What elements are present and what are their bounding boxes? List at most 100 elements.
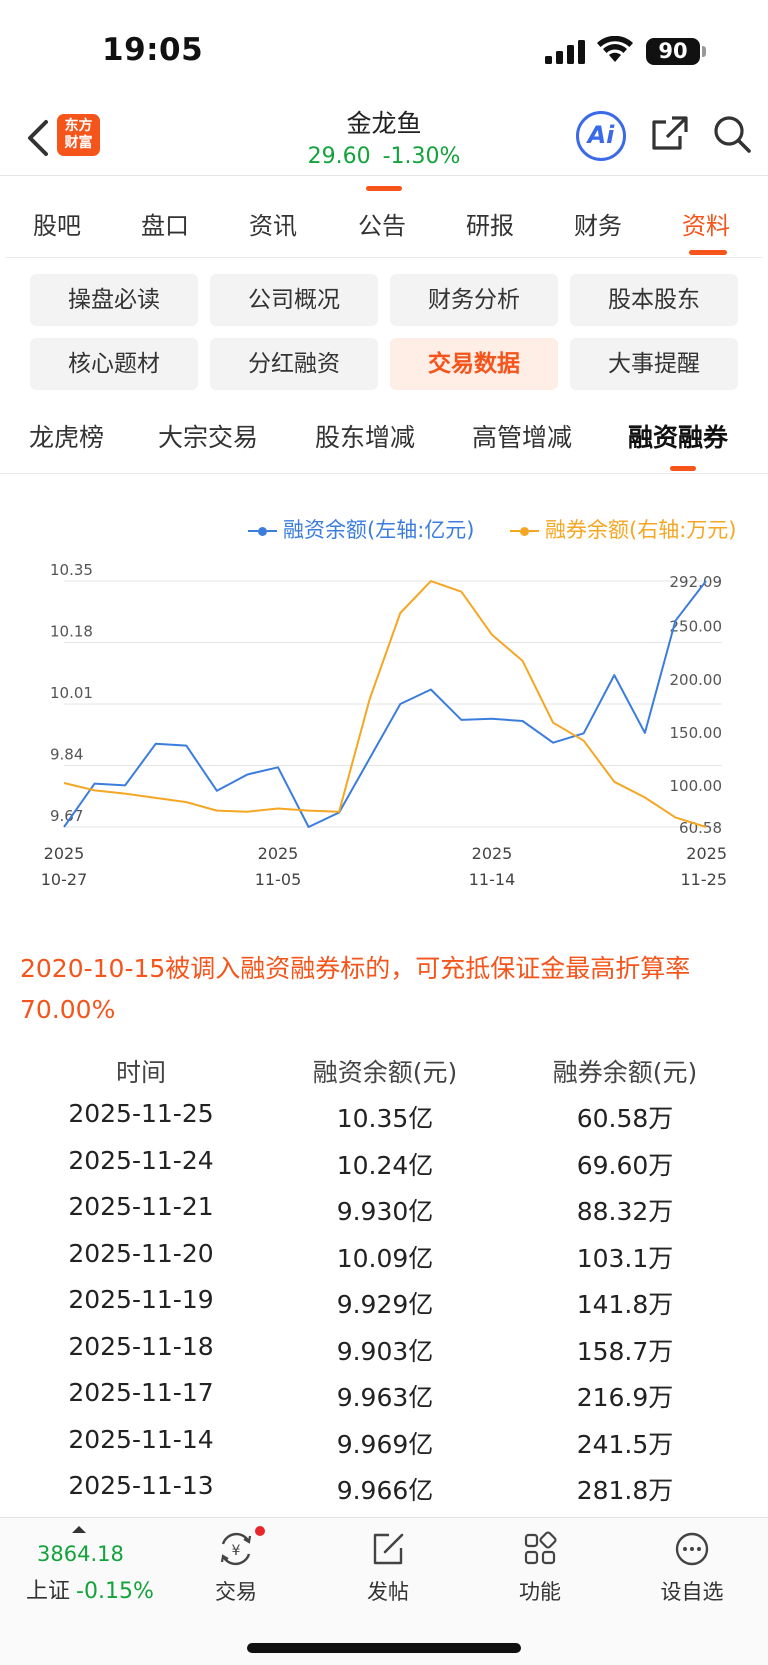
nav-indicator [366,186,402,191]
bottom-post-button[interactable]: 发帖 [343,1530,433,1606]
table-row[interactable]: 2025-11-24 10.24亿 69.60万 [0,1146,768,1192]
trade-yen-icon: ¥ [220,1532,252,1566]
right-axis-tick-label: 60.58 [679,819,722,837]
app-logo: 东方 财富 [57,114,100,156]
table-row[interactable]: 2025-11-19 9.929亿 141.8万 [0,1285,768,1331]
btn-core-themes[interactable]: 核心题材 [30,338,198,390]
subtab-divider [0,473,768,474]
subtab-indicator [670,466,696,471]
row-date: 2025-11-24 [68,1145,214,1175]
subtab-shareholder-changes[interactable]: 股东增减 [315,423,416,452]
row-lending-balance: 216.9万 [576,1383,674,1412]
btn-dividend-financing[interactable]: 分红融资 [210,338,378,390]
tab-pankou[interactable]: 盘口 [141,212,189,240]
tab-announcements[interactable]: 公告 [358,212,406,240]
bottom-trade-button[interactable]: ¥ 交易 [191,1530,281,1606]
x-tick-date: 11-05 [255,870,302,889]
caret-up-icon[interactable] [72,1526,86,1533]
x-tick-year: 2025 [686,844,727,863]
battery-indicator: 90 [646,38,700,65]
row-date: 2025-11-21 [68,1192,214,1221]
row-date: 2025-11-25 [68,1099,214,1128]
row-financing-balance: 9.929亿 [336,1290,434,1319]
row-date: 2025-11-18 [68,1331,214,1361]
btn-trading-must-read[interactable]: 操盘必读 [30,274,198,326]
x-tick-date: 11-14 [469,870,516,889]
table-row[interactable]: 2025-11-13 9.966亿 281.8万 [0,1471,768,1517]
series-line-financing [63,580,707,828]
share-icon[interactable] [650,114,690,154]
subtab-block-trades[interactable]: 大宗交易 [158,423,259,452]
right-axis-tick-label: 250.00 [670,618,723,636]
btn-event-reminders[interactable]: 大事提醒 [570,338,738,390]
btn-company-overview[interactable]: 公司概况 [210,274,378,326]
bottom-watchlist-button[interactable]: 设自选 [647,1530,737,1606]
search-icon[interactable] [712,114,752,154]
bottom-bar: 3864.18 上证 -0.15% ¥ 交易 发帖 功能 [0,1517,768,1665]
table-row[interactable]: 2025-11-18 9.903亿 158.7万 [0,1332,768,1378]
index-value[interactable]: 3864.18 [37,1542,124,1566]
x-tick-year: 2025 [472,844,513,863]
legend-securities-lending: 融券余额(右轴:万元) [510,514,736,544]
logo-line2: 财富 [64,135,93,151]
main-tab-indicator [689,250,727,255]
tab-guba[interactable]: 股吧 [33,212,81,240]
index-name: 上证 [26,1579,71,1604]
cellular-signal-icon [545,40,585,64]
header-lending-balance: 融券余额(元) [552,1058,698,1087]
index-ticker[interactable]: 上证 -0.15% [26,1573,154,1605]
row-financing-balance: 9.969亿 [336,1429,434,1459]
row-financing-balance: 9.966亿 [336,1476,434,1505]
notification-dot [255,1526,265,1536]
btn-trading-data[interactable]: 交易数据 [390,338,558,390]
row-lending-balance: 141.8万 [576,1290,674,1319]
table-row[interactable]: 2025-11-17 9.963亿 216.9万 [0,1378,768,1424]
subtab-executive-changes[interactable]: 高管增减 [472,423,573,452]
table-row[interactable]: 2025-11-21 9.930亿 88.32万 [0,1192,768,1238]
stock-change: -1.30% [382,144,461,169]
tab-research[interactable]: 研报 [466,212,514,240]
table-row[interactable]: 2025-11-20 10.09亿 103.1万 [0,1239,768,1285]
row-financing-balance: 9.903亿 [336,1336,434,1366]
ai-assistant-button[interactable]: Ai [576,111,626,161]
status-bar: 19:05 90 [0,0,768,100]
row-lending-balance: 60.58万 [576,1104,674,1133]
row-date: 2025-11-20 [68,1238,214,1268]
margin-balance-chart: 10.3510.1810.019.849.67292.09250.00200.0… [41,561,727,889]
left-axis-tick-label: 9.84 [50,746,83,764]
logo-line1: 东方 [64,118,93,134]
legend-financing: 融资余额(左轴:亿元) [248,514,474,544]
subtab-dragon-tiger[interactable]: 龙虎榜 [29,423,105,452]
left-axis-tick-label: 10.18 [50,623,93,641]
header-financing-balance: 融资余额(元) [312,1058,458,1087]
subtab-margin-trading[interactable]: 融资融券 [628,423,729,452]
right-axis-tick-label: 100.00 [670,777,723,795]
bottom-watchlist-label: 设自选 [660,1580,724,1604]
x-tick-year: 2025 [258,844,299,863]
left-axis-tick-label: 10.01 [50,684,93,702]
btn-financial-analysis[interactable]: 财务分析 [390,274,558,326]
right-axis-tick-label: 200.00 [670,671,723,689]
bottom-functions-button[interactable]: 功能 [495,1530,585,1606]
right-axis-tick-label: 292.09 [670,573,723,591]
bottom-post-label: 发帖 [367,1580,409,1604]
back-chevron-icon[interactable] [24,118,52,158]
tab-finance[interactable]: 财务 [574,212,622,240]
row-date: 2025-11-17 [68,1378,214,1407]
more-dots-icon [675,1532,709,1566]
right-axis-tick-label: 150.00 [670,724,723,742]
table-row[interactable]: 2025-11-14 9.969亿 241.5万 [0,1425,768,1471]
tab-news[interactable]: 资讯 [249,212,297,240]
row-financing-balance: 10.09亿 [336,1243,434,1273]
tab-profile[interactable]: 资料 [682,212,730,240]
home-indicator [247,1643,521,1653]
btn-share-capital[interactable]: 股本股东 [570,274,738,326]
edit-post-icon [373,1533,404,1565]
wifi-icon [597,36,633,62]
row-lending-balance: 103.1万 [576,1243,674,1273]
row-lending-balance: 158.7万 [576,1336,674,1366]
table-row[interactable]: 2025-11-25 10.35亿 60.58万 [0,1099,768,1145]
legend-securities-lending-label: 融券余额(右轴:万元) [545,518,737,542]
series-line-lending [63,580,707,828]
battery-cap [702,46,706,57]
